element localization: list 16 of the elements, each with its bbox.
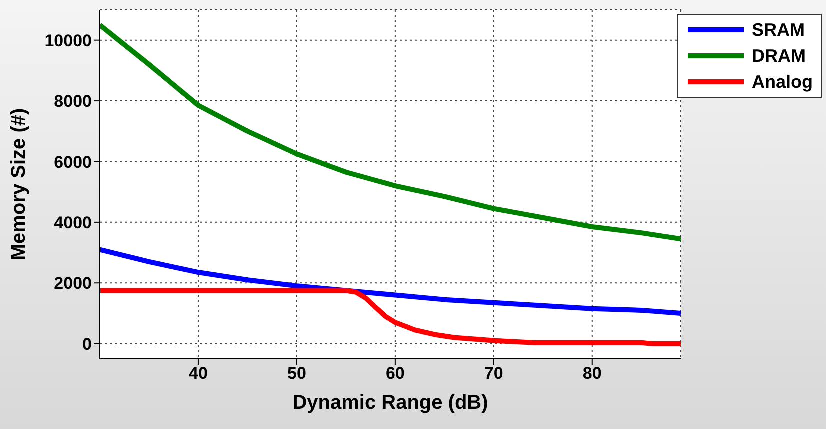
x-tick-label: 70 bbox=[484, 364, 504, 384]
y-tick-label: 2000 bbox=[54, 274, 92, 294]
y-axis-title: Memory Size (#) bbox=[8, 108, 30, 261]
x-tick-label: 60 bbox=[386, 364, 405, 384]
x-tick-label: 50 bbox=[287, 364, 306, 384]
x-axis-title: Dynamic Range (dB) bbox=[292, 392, 488, 414]
legend-label: SRAM bbox=[752, 19, 805, 42]
y-tick-label: 4000 bbox=[54, 213, 92, 232]
y-tick-label: 6000 bbox=[54, 152, 92, 172]
x-tick-label: 80 bbox=[582, 364, 602, 384]
y-tick-label: 8000 bbox=[54, 92, 92, 112]
y-tick-label: 10000 bbox=[44, 31, 92, 50]
y-tick-label: 0 bbox=[82, 334, 92, 354]
x-tick-label: 40 bbox=[189, 364, 208, 384]
legend-label: DRAM bbox=[752, 45, 806, 68]
legend-label: Analog bbox=[752, 71, 813, 94]
